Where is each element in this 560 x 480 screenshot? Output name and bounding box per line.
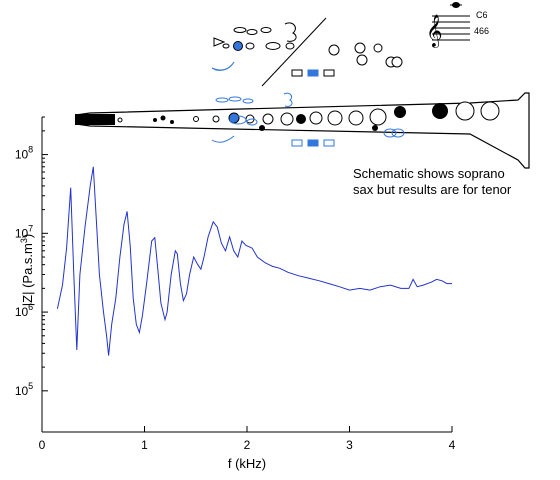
note-head [452, 2, 460, 8]
saxophone-mouthpiece [75, 114, 115, 125]
annotation-line-2: sax but results are for tenor [353, 182, 512, 197]
x-tick-label: 0 [39, 438, 46, 452]
x-ticks: 0 1 2 3 4 [39, 426, 456, 452]
y-tick-label: 105 [15, 381, 33, 398]
x-tick-label: 2 [244, 438, 251, 452]
note-staff [432, 4, 470, 41]
annotation-line-1: Schematic shows soprano [353, 166, 505, 181]
y-tick-label: 108 [15, 145, 33, 162]
impedance-series-line [56, 166, 452, 356]
fingering-chart [211, 17, 403, 87]
saxophone-tone-holes [117, 101, 500, 131]
saxophone-key-outlines [211, 92, 405, 143]
y-ticks: 105 106 107 108 [15, 116, 48, 398]
x-axis-label: f (kHz) [228, 456, 266, 471]
lower-key-buttons [291, 139, 335, 147]
x-tick-label: 4 [449, 438, 456, 452]
note-label: C6 [476, 10, 488, 20]
x-tick-label: 3 [346, 438, 353, 452]
note-frequency: 466 [474, 26, 489, 36]
y-tick-label: 107 [15, 223, 33, 240]
saxophone-schematic: 𝄞 C6 466 [75, 2, 530, 169]
y-tick-label: 106 [15, 302, 33, 319]
plot-axes [41, 117, 452, 433]
x-tick-label: 1 [141, 438, 148, 452]
treble-clef: 𝄞 [426, 15, 443, 48]
y-axis-label: |Z| (Pa.s.m3) [19, 234, 35, 306]
